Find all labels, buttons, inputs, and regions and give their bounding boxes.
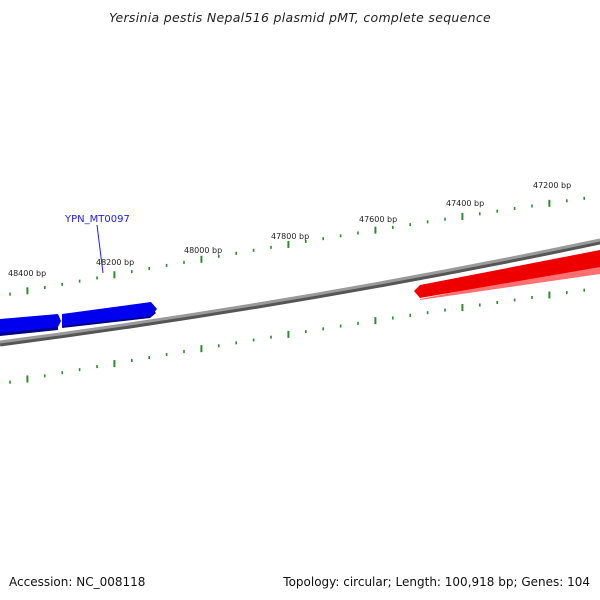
gene-label-leader-line	[96, 224, 104, 274]
forward-gene-track	[0, 302, 157, 336]
backbone-shadow	[0, 239, 600, 347]
summary-text: Topology: circular; Length: 100,918 bp; …	[283, 575, 590, 589]
ruler-label: 47200 bp	[533, 181, 571, 190]
page-title: Yersinia pestis Nepal516 plasmid pMT, co…	[108, 10, 492, 25]
reverse-gene-track	[414, 250, 600, 300]
ruler-label: 47400 bp	[446, 199, 484, 208]
ruler-label: 47600 bp	[359, 215, 397, 224]
gene-label-group: YPN_MT0097	[64, 214, 130, 274]
forward-gene-arrow[interactable]	[0, 314, 61, 333]
ruler-label: 48000 bp	[184, 246, 222, 255]
forward-gene-arrow[interactable]	[62, 302, 157, 326]
accession-text: Accession: NC_008118	[9, 575, 146, 589]
reverse-gene-arrow[interactable]	[414, 250, 600, 298]
ruler-label: 48400 bp	[8, 269, 46, 278]
backbone	[0, 238, 600, 344]
gene-label[interactable]: YPN_MT0097	[64, 214, 130, 225]
ruler-label: 47800 bp	[271, 232, 309, 241]
ruler-label: 48200 bp	[96, 258, 134, 267]
tick-marks	[9, 196, 586, 384]
ruler-labels: 48400 bp 48200 bp 48000 bp 47800 bp 4760…	[8, 181, 571, 278]
